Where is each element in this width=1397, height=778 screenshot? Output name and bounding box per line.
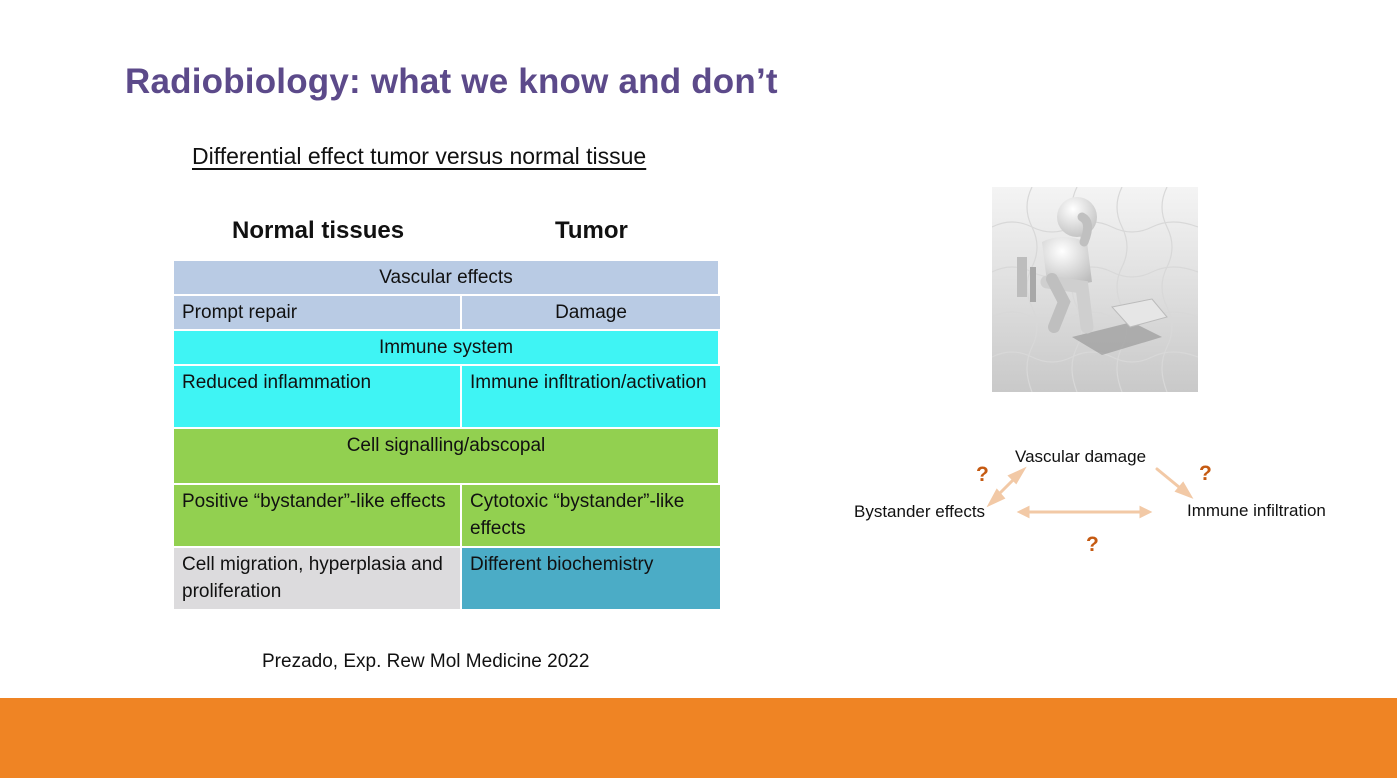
column-header-tumor: Tumor — [555, 217, 628, 244]
immune-normal: Reduced inflammation — [174, 366, 462, 429]
footer-bar — [0, 698, 1397, 778]
signal-header: Cell signalling/abscopal — [174, 429, 720, 485]
vascular-tumor: Damage — [462, 296, 720, 331]
question-mark-right: ? — [1199, 462, 1212, 485]
signal-normal: Positive “bystander”-like effects — [174, 485, 462, 548]
table-row: Prompt repair Damage — [174, 296, 720, 331]
question-mark-bottom: ? — [1086, 533, 1099, 556]
citation: Prezado, Exp. Rew Mol Medicine 2022 — [262, 651, 590, 672]
table-row: Positive “bystander”-like effects Cytoto… — [174, 485, 720, 548]
table-row: Reduced inflammation Immune infltration/… — [174, 366, 720, 429]
signal-tumor: Cytotoxic “bystander”-like effects — [462, 485, 720, 548]
diagram-label-immune: Immune infiltration — [1187, 501, 1326, 520]
question-mark-left: ? — [976, 463, 989, 486]
table-row: Immune system — [174, 331, 720, 366]
column-header-normal: Normal tissues — [232, 217, 405, 244]
immune-header: Immune system — [174, 331, 720, 366]
other-normal: Cell migration, hyperplasia and prolifer… — [174, 548, 462, 611]
table-row: Cell signalling/abscopal — [174, 429, 720, 485]
table-row: Vascular effects — [174, 261, 720, 296]
vascular-normal: Prompt repair — [174, 296, 462, 331]
immune-tumor: Immune infltration/activation — [462, 366, 720, 429]
diagram-label-vascular: Vascular damage — [1015, 447, 1147, 466]
thinking-figure-puzzle-image — [992, 187, 1198, 392]
slide-subtitle: Differential effect tumor versus normal … — [192, 143, 647, 169]
comparison-table: Vascular effects Prompt repair Damage Im… — [174, 261, 720, 611]
other-tumor: Different biochemistry — [462, 548, 720, 611]
vascular-header: Vascular effects — [174, 261, 720, 296]
diagram-arrows — [986, 466, 1194, 519]
slide-title: Radiobiology: what we know and don’t — [125, 62, 778, 101]
table-row: Cell migration, hyperplasia and prolifer… — [174, 548, 720, 611]
diagram-label-bystander: Bystander effects — [854, 502, 986, 521]
